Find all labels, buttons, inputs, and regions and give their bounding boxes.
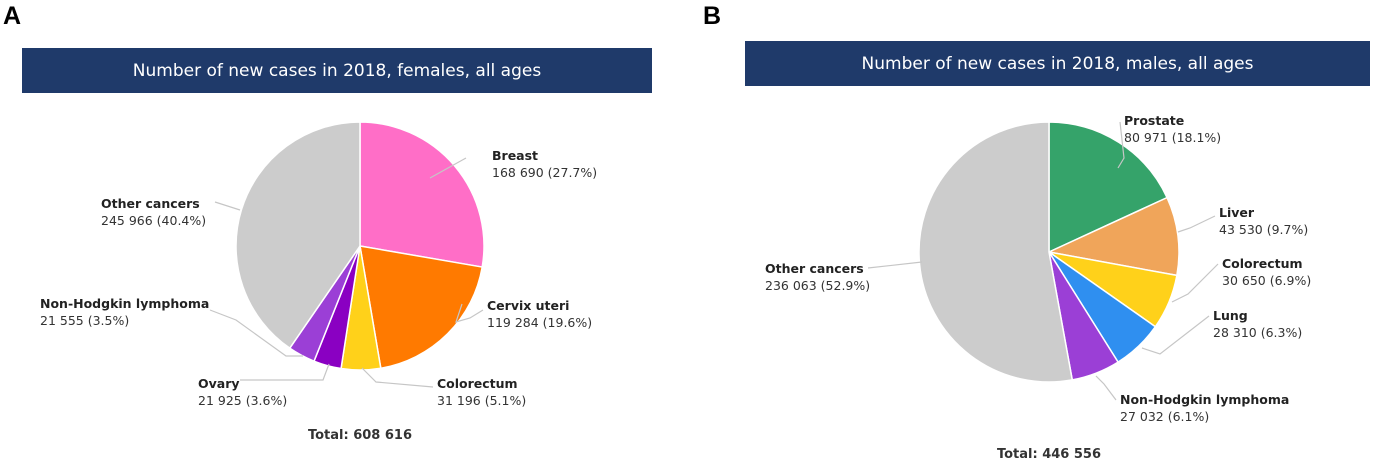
- pie-a-leader-ovary: [240, 363, 330, 381]
- pie-a-value-other-cancers: 245 966 (40.4%): [101, 213, 206, 228]
- pie-a-slice-cervix-uteri: [359, 245, 484, 370]
- pie-b-value-other-cancers: 236 063 (52.9%): [765, 278, 870, 293]
- pie-a-label-cervix-uteri: Cervix uteri: [487, 298, 569, 313]
- pie-b-leader-other-cancers: [867, 261, 923, 269]
- pie-a-label-ovary: Ovary: [198, 376, 240, 391]
- pie-b-leader-prostate: [1117, 121, 1125, 169]
- chart-b-total: Total: 446 556: [997, 447, 1101, 462]
- pie-chart-females: Breast 168 690 (27.7%) Cervix uteri 119 284…: [40, 121, 597, 408]
- pie-a-label-colorectum: Colorectum: [437, 376, 518, 391]
- pie-b-label-liver: Liver: [1219, 205, 1255, 220]
- pie-a-leader-non-hodgkin-lymphoma: [209, 309, 303, 357]
- pie-b-slice-liver: [1046, 196, 1180, 277]
- pie-a-leader-cervix-uteri: [455, 303, 484, 323]
- pie-b-value-non-hodgkin-lymphoma: 27 032 (6.1%): [1120, 409, 1209, 424]
- pie-b-label-colorectum: Colorectum: [1222, 256, 1303, 271]
- pie-b-label-lung: Lung: [1213, 308, 1248, 323]
- pie-b-leader-lung: [1141, 315, 1210, 355]
- pie-b-leader-non-hodgkin-lymphoma: [1095, 375, 1117, 401]
- pie-a-label-other-cancers: Other cancers: [101, 196, 200, 211]
- pie-a-leader-other-cancers: [214, 201, 241, 211]
- pie-a-value-ovary: 21 925 (3.6%): [198, 393, 287, 408]
- pie-b-leader-liver: [1177, 215, 1216, 233]
- chart-a-total: Total: 608 616: [308, 428, 412, 443]
- chart-b-title: Number of new cases in 2018, males, all …: [745, 41, 1370, 86]
- pie-b-label-other-cancers: Other cancers: [765, 261, 864, 276]
- pie-a-label-breast: Breast: [492, 148, 538, 163]
- pie-a-value-colorectum: 31 196 (5.1%): [437, 393, 526, 408]
- panel-letter-a: A: [3, 2, 22, 30]
- pie-b-value-colorectum: 30 650 (6.9%): [1222, 273, 1311, 288]
- chart-a-title: Number of new cases in 2018, females, al…: [22, 48, 652, 93]
- pie-a-value-breast: 168 690 (27.7%): [492, 165, 597, 180]
- pie-b-slice-prostate: [1048, 121, 1169, 254]
- pie-b-slice-other-cancers: [918, 121, 1074, 383]
- pie-b-value-lung: 28 310 (6.3%): [1213, 325, 1302, 340]
- pie-chart-males: Prostate 80 971 (18.1%) Liver 43 530 (9.7%)…: [765, 113, 1311, 424]
- pie-a-value-non-hodgkin-lymphoma: 21 555 (3.5%): [40, 313, 129, 328]
- pie-b-label-prostate: Prostate: [1124, 113, 1184, 128]
- pie-b-leader-colorectum: [1171, 263, 1219, 303]
- pie-b-value-prostate: 80 971 (18.1%): [1124, 130, 1221, 145]
- pie-a-label-non-hodgkin-lymphoma: Non-Hodgkin lymphoma: [40, 296, 209, 311]
- pie-a-leader-colorectum: [361, 367, 434, 388]
- pie-b-value-liver: 43 530 (9.7%): [1219, 222, 1308, 237]
- pie-a-slice-breast: [359, 121, 485, 268]
- panel-letter-b: B: [703, 2, 722, 30]
- pie-b-label-non-hodgkin-lymphoma: Non-Hodgkin lymphoma: [1120, 392, 1289, 407]
- pie-a-leader-breast: [429, 157, 467, 179]
- pie-a-slice-other-cancers: [235, 121, 361, 350]
- pie-a-value-cervix-uteri: 119 284 (19.6%): [487, 315, 592, 330]
